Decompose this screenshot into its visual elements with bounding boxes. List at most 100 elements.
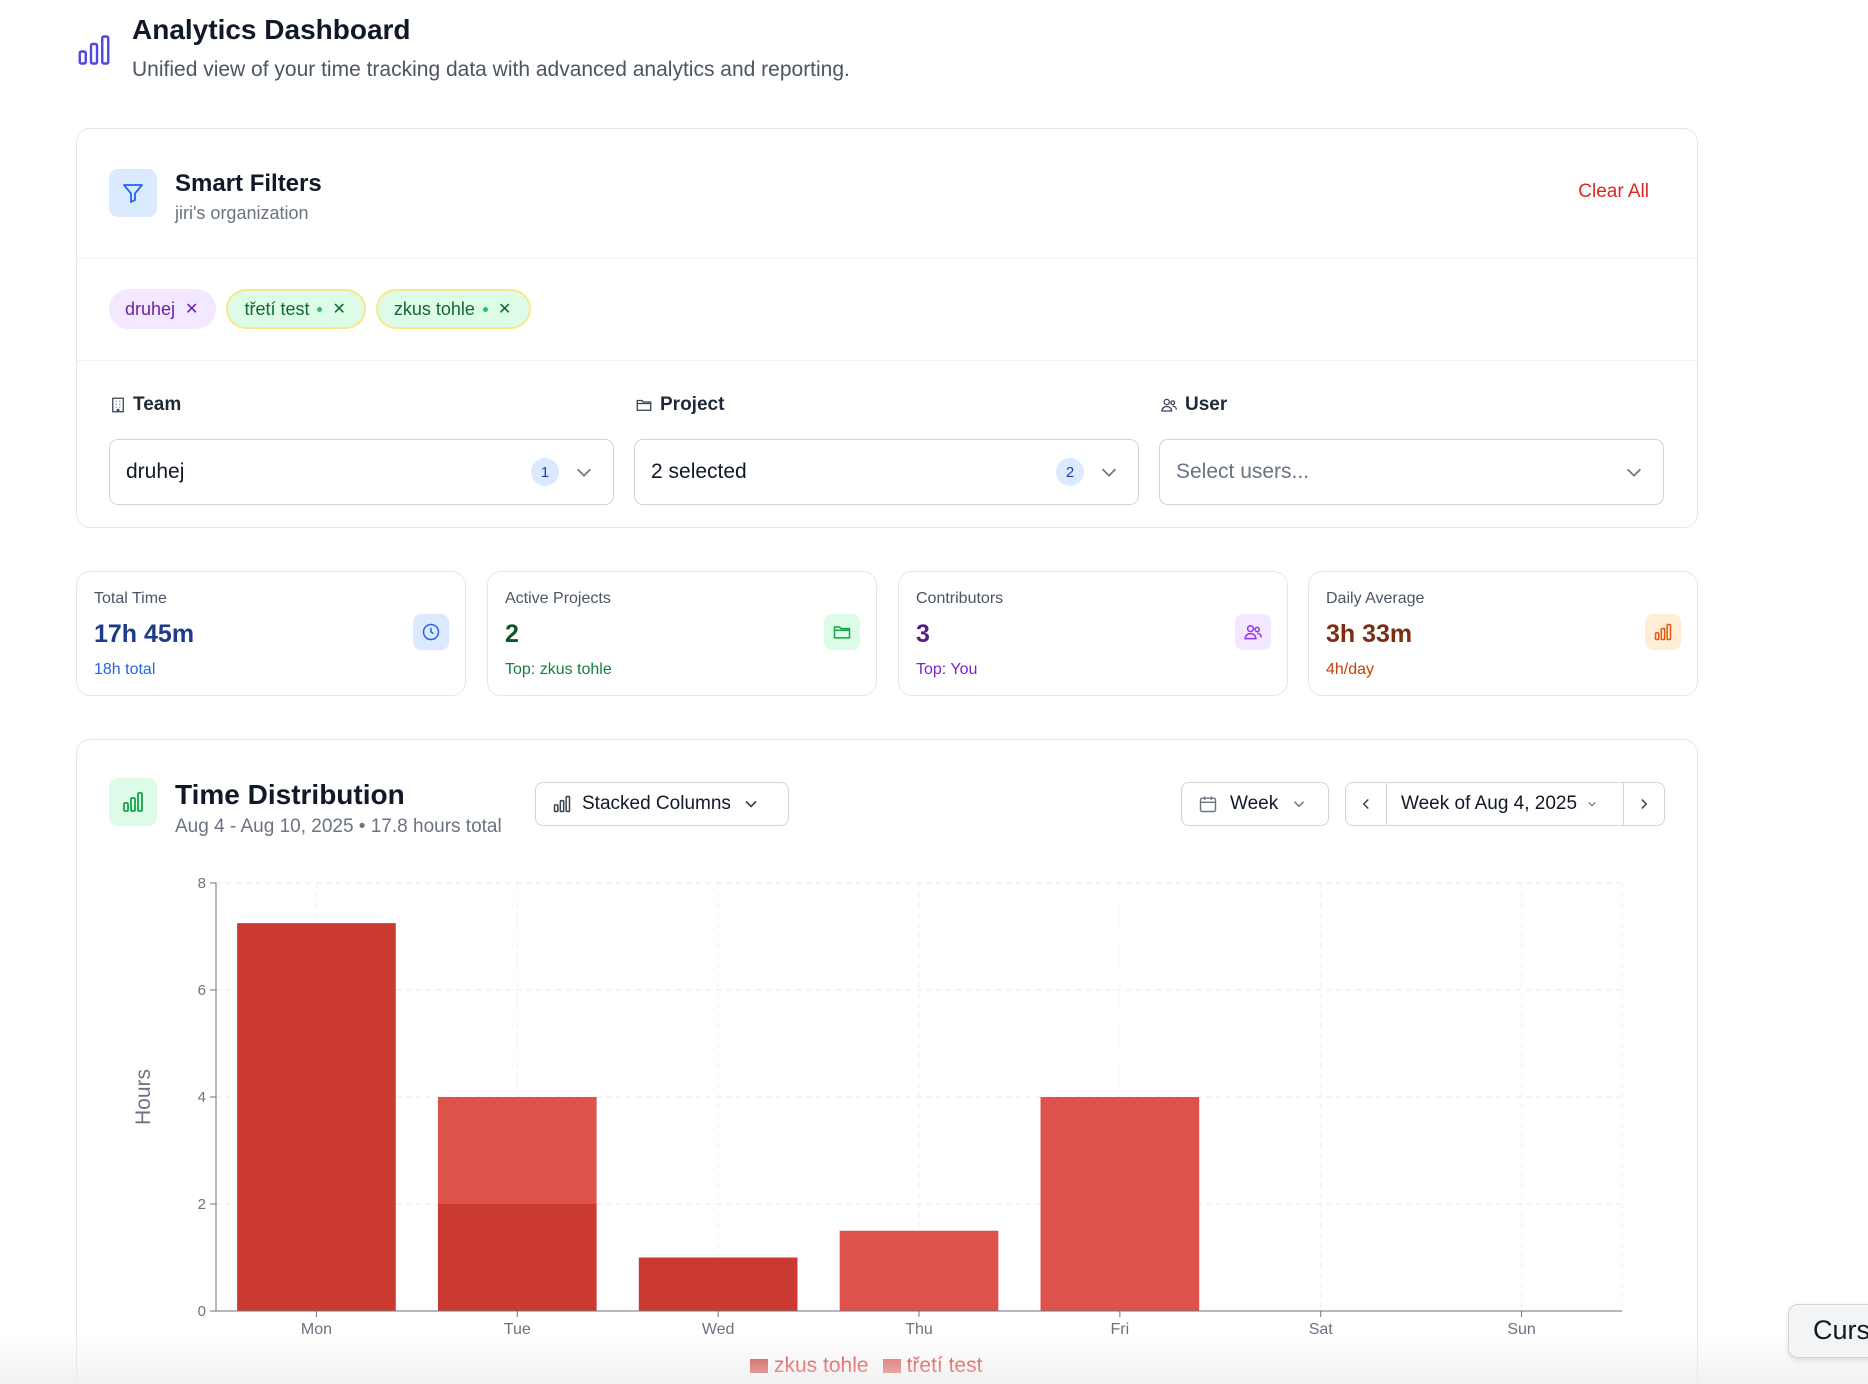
- x-tick-label: Wed: [702, 1321, 735, 1338]
- filter-chip-druhej[interactable]: druhej ✕: [109, 289, 217, 329]
- divider: [77, 360, 1697, 361]
- bar: [437, 1204, 597, 1311]
- user-select-placeholder: Select users...: [1176, 460, 1310, 483]
- stat-card-contributors: Contributors 3 Top: You: [898, 571, 1288, 696]
- y-tick-label: 2: [198, 1196, 206, 1213]
- date-navigator: Week of Aug 4, 2025: [1345, 782, 1665, 826]
- organization-name: jiri's organization: [175, 203, 309, 223]
- calendar-icon: [1199, 796, 1217, 813]
- project-label: Project: [660, 394, 725, 415]
- status-dot: [317, 306, 323, 312]
- week-selector[interactable]: Week of Aug 4, 2025: [1386, 783, 1624, 825]
- smart-filters-title: Smart Filters: [175, 170, 322, 197]
- x-tick-label: Thu: [905, 1321, 933, 1338]
- legend-label: zkus tohle: [774, 1354, 869, 1377]
- chevron-right-icon: [1641, 798, 1648, 810]
- chevron-down-icon: [1588, 801, 1596, 807]
- close-icon[interactable]: ✕: [332, 301, 346, 318]
- user-filter: User Select users...: [1159, 393, 1664, 505]
- stat-label: Active Projects: [505, 590, 611, 607]
- y-tick-label: 4: [198, 1089, 206, 1106]
- divider: [77, 258, 1697, 259]
- count-badge: 1: [531, 458, 559, 486]
- chevron-down-icon: [576, 468, 592, 477]
- filter-chip-zkus-tohle[interactable]: zkus tohle ✕: [375, 289, 532, 329]
- close-icon[interactable]: ✕: [185, 301, 199, 318]
- users-icon: [1235, 614, 1271, 650]
- count-badge: 2: [1056, 458, 1084, 486]
- stat-value: 3: [916, 620, 930, 648]
- x-tick-label: Fri: [1111, 1321, 1130, 1338]
- bar: [1040, 1097, 1200, 1311]
- building-icon: [112, 397, 124, 413]
- bar: [638, 1257, 798, 1311]
- bar-chart-icon: [553, 795, 571, 813]
- close-icon[interactable]: ✕: [497, 301, 512, 318]
- stat-label: Contributors: [916, 590, 1004, 607]
- chip-label: druhej: [125, 298, 176, 319]
- bar: [437, 1097, 597, 1204]
- folder-icon: [636, 399, 652, 411]
- users-icon: [1161, 398, 1177, 412]
- y-tick-label: 6: [198, 982, 206, 999]
- stat-value: 3h 33m: [1326, 620, 1413, 648]
- smart-filters-panel: Smart Filters jiri's organization Clear …: [76, 128, 1698, 528]
- stat-sub: 4h/day: [1326, 661, 1375, 678]
- clear-all-button[interactable]: Clear All: [1578, 181, 1649, 202]
- chart-type-dropdown[interactable]: Stacked Columns: [535, 782, 789, 826]
- legend-swatch: [750, 1359, 768, 1373]
- chip-label: zkus tohle: [393, 298, 475, 319]
- chevron-down-icon: [1101, 468, 1117, 477]
- cursor-tooltip: Curs: [1788, 1304, 1868, 1358]
- project-select[interactable]: 2 selected 2: [634, 439, 1139, 505]
- stat-label: Total Time: [94, 590, 167, 607]
- chip-label: třetí test: [244, 298, 310, 319]
- stat-value: 17h 45m: [94, 620, 195, 648]
- team-select[interactable]: druhej 1: [109, 439, 614, 505]
- user-select[interactable]: Select users...: [1159, 439, 1664, 505]
- chevron-down-icon: [1626, 468, 1642, 477]
- x-tick-label: Sat: [1309, 1321, 1334, 1338]
- folder-icon: [824, 614, 860, 650]
- week-label: Week of Aug 4, 2025: [1401, 793, 1578, 814]
- bar: [839, 1230, 999, 1311]
- stat-sub: Top: zkus tohle: [505, 661, 612, 678]
- active-filter-chips: druhej ✕ třetí test ✕ zkus tohle ✕: [109, 289, 532, 329]
- y-tick-label: 8: [198, 875, 206, 892]
- bar-chart-icon: [78, 35, 110, 65]
- chevron-down-icon: [1294, 801, 1305, 808]
- stat-value: 2: [505, 620, 519, 648]
- stat-card-active-projects: Active Projects 2 Top: zkus tohle: [487, 571, 877, 696]
- chart-type-label: Stacked Columns: [582, 793, 731, 814]
- legend-item-zkus-tohle[interactable]: zkus tohle: [750, 1354, 869, 1378]
- previous-week-button[interactable]: [1346, 783, 1386, 825]
- time-distribution-title: Time Distribution: [175, 779, 405, 810]
- user-label: User: [1185, 394, 1228, 415]
- stat-sub: Top: You: [916, 661, 978, 678]
- filter-icon: [109, 169, 157, 217]
- bar-chart-icon: [109, 778, 157, 826]
- filter-chip-treti-test[interactable]: třetí test ✕: [226, 289, 366, 329]
- time-distribution-subtitle: Aug 4 - Aug 10, 2025 • 17.8 hours total: [175, 816, 502, 837]
- period-dropdown[interactable]: Week: [1181, 782, 1329, 826]
- chart-legend: zkus tohle třetí test: [750, 1354, 982, 1378]
- clock-icon: [413, 614, 449, 650]
- project-filter: Project 2 selected 2: [634, 393, 1139, 505]
- next-week-button[interactable]: [1624, 783, 1664, 825]
- stat-sub: 18h total: [94, 661, 156, 678]
- legend-label: třetí test: [906, 1354, 983, 1377]
- period-label: Week: [1230, 793, 1279, 814]
- team-filter: Team druhej 1: [109, 393, 614, 505]
- status-dot: [482, 306, 488, 312]
- page-subtitle: Unified view of your time tracking data …: [132, 58, 850, 81]
- legend-item-treti-test[interactable]: třetí test: [882, 1354, 983, 1378]
- x-tick-label: Mon: [301, 1321, 332, 1338]
- stat-card-daily-average: Daily Average 3h 33m 4h/day: [1308, 571, 1698, 696]
- project-select-value: 2 selected: [651, 460, 747, 483]
- bar-chart-icon: [1645, 614, 1681, 650]
- chevron-down-icon: [745, 800, 757, 808]
- y-axis-label: Hours: [132, 1069, 155, 1125]
- x-tick-label: Sun: [1507, 1321, 1535, 1338]
- stat-card-total-time: Total Time 17h 45m 18h total: [76, 571, 466, 696]
